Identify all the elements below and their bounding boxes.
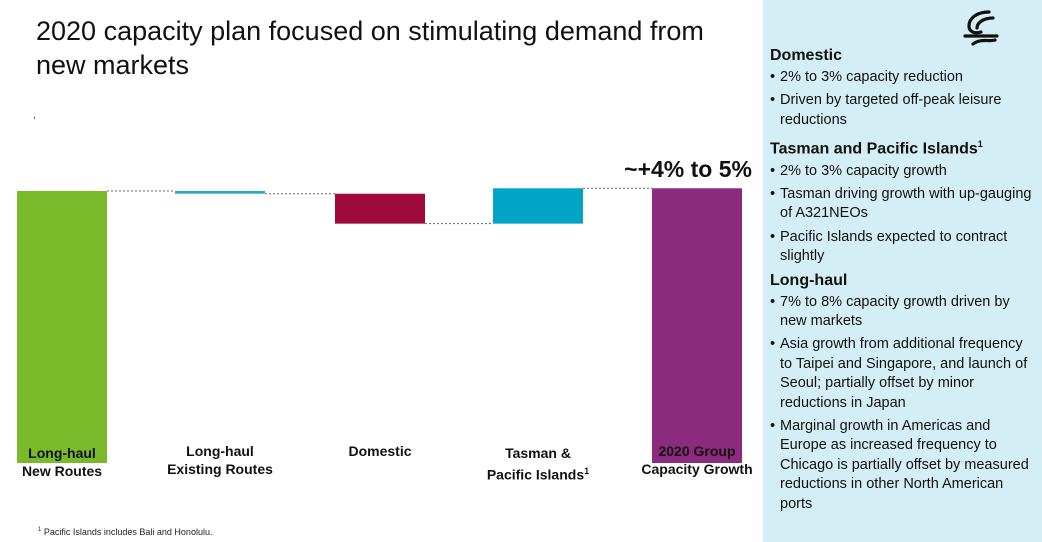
category-label-2: Long-haul Existing Routes (145, 442, 295, 478)
section-heading: Domestic (770, 47, 843, 64)
category-label-line2: New Routes (21, 463, 103, 479)
bar-1 (17, 191, 107, 463)
bar-2 (175, 191, 265, 194)
bullet-item: 2% to 3% capacity reduction (770, 68, 1036, 88)
category-label-4: Tasman & Pacific Islands1 (463, 444, 613, 484)
footnote-text: Pacific Islands includes Bali and Honolu… (43, 527, 213, 537)
bullet-item: Asia growth from additional frequency to… (770, 335, 1036, 413)
panel-sections: Domestic 2% to 3% capacity reduction Drive… (770, 46, 1036, 514)
total-annotation: ~+4% to 5% (624, 156, 752, 182)
section-heading: Tasman and Pacific Islands1 (770, 139, 983, 158)
category-label-line2: Existing Routes (167, 461, 273, 477)
bullet-item: 7% to 8% capacity growth driven by new m… (770, 293, 1036, 332)
footnote-marker: 1 (38, 527, 42, 533)
bar-3 (335, 193, 425, 224)
page-title: 2020 capacity plan focused on stimulatin… (36, 16, 704, 80)
bullet-item: 2% to 3% capacity growth (770, 162, 1036, 182)
stray-mark: , (33, 110, 36, 121)
category-label-line1: Long-haul (28, 445, 96, 461)
category-label-line1: Tasman & (505, 445, 571, 461)
category-label-line2: Pacific Islands1 (486, 466, 590, 483)
footnote: 1 Pacific Islands includes Bali and Hono… (38, 527, 212, 537)
side-panel: Domestic 2% to 3% capacity reduction Drive… (763, 0, 1042, 542)
section-heading: Long-haul (770, 271, 848, 289)
bullet-item: Tasman driving growth with up-gauging of… (770, 185, 1036, 224)
bullet-item: Driven by targeted off-peak leisure redu… (770, 91, 1036, 130)
category-label-3: Domestic (305, 442, 455, 460)
waterfall-chart (17, 187, 742, 463)
bullet-list: 2% to 3% capacity reduction Driven by tar… (770, 68, 1036, 130)
category-label-line1: 2020 Group (658, 443, 736, 459)
footnote-ref: 1 (977, 139, 983, 150)
category-label-line1: Domestic (348, 443, 412, 459)
category-label-1: Long-haul New Routes (0, 444, 137, 480)
category-label-line1: Long-haul (186, 443, 254, 459)
bullet-item: Pacific Islands expected to contract sli… (770, 228, 1036, 267)
bar-5 (652, 188, 742, 463)
bar-4 (493, 188, 583, 224)
footnote-ref: 1 (584, 466, 590, 476)
bullet-list: 7% to 8% capacity growth driven by new m… (770, 293, 1036, 514)
category-label-line2: Capacity Growth (641, 461, 753, 477)
category-label-5: 2020 Group Capacity Growth (622, 442, 772, 478)
koru-logo-icon (963, 10, 999, 46)
bullet-list: 2% to 3% capacity growth Tasman driving g… (770, 162, 1036, 267)
bullet-item: Marginal growth in Americas and Europe a… (770, 417, 1036, 514)
